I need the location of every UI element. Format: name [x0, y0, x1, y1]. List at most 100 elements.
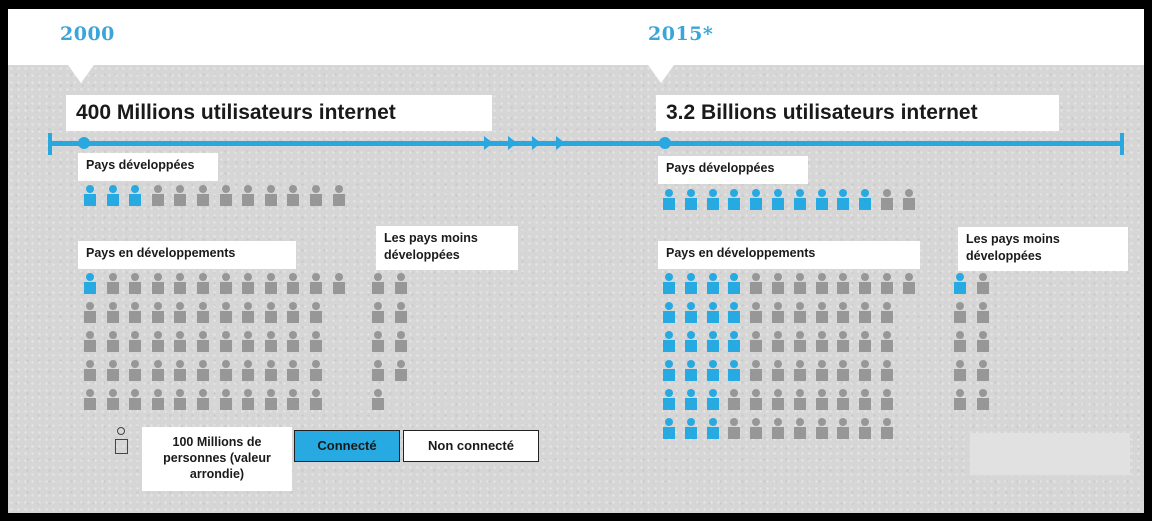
person-icon: [197, 331, 209, 352]
person-icon: [815, 189, 828, 210]
person-icon: [394, 360, 407, 381]
person-icon: [684, 389, 697, 410]
person-icon: [793, 273, 806, 294]
person-icon: [129, 331, 142, 352]
person-icon: [663, 273, 675, 294]
person-icon: [242, 273, 255, 294]
person-icon: [728, 273, 741, 294]
blank-panel: [970, 433, 1130, 475]
person-icon: [815, 360, 828, 381]
person-icon: [174, 389, 187, 410]
person-icon: [859, 273, 872, 294]
person-icon: [750, 389, 763, 410]
person-icon: [174, 360, 187, 381]
person-icon: [242, 302, 255, 323]
person-icon: [151, 185, 164, 206]
person-icon: [793, 331, 806, 352]
person-icon: [793, 389, 806, 410]
person-icon: [310, 185, 322, 206]
person-icon: [859, 302, 872, 323]
person-icon: [219, 389, 232, 410]
person-icon: [684, 302, 697, 323]
person-icon: [772, 389, 784, 410]
person-icon: [242, 331, 255, 352]
person-icon: [750, 189, 763, 210]
person-icon: [706, 418, 719, 439]
person-icon: [772, 189, 784, 210]
person-icon: [706, 389, 719, 410]
person-icon: [793, 360, 806, 381]
person-icon: [881, 360, 893, 381]
person-icon: [287, 331, 300, 352]
person-icon: [84, 389, 96, 410]
person-icon: [706, 331, 719, 352]
person-icon: [881, 273, 893, 294]
person-icon: [264, 389, 277, 410]
person-icon: [772, 418, 784, 439]
person-icon: [84, 331, 96, 352]
timeline-dot-2015: [659, 137, 671, 149]
person-icon: [219, 302, 232, 323]
person-icon: [881, 389, 893, 410]
person-icon: [106, 331, 119, 352]
person-icon: [310, 360, 322, 381]
person-icon: [106, 273, 119, 294]
person-icon: [728, 302, 741, 323]
person-icon: [881, 331, 893, 352]
person-icon: [976, 302, 989, 323]
person-icon: [219, 360, 232, 381]
person-icon: [881, 189, 893, 210]
label-2015-least-developed: Les pays moins développées: [958, 227, 1128, 271]
person-icon: [151, 331, 164, 352]
person-icon: [242, 185, 255, 206]
person-icon: [174, 302, 187, 323]
person-icon: [264, 185, 277, 206]
person-icon: [815, 389, 828, 410]
headline-2015: 3.2 Billions utilisateurs internet: [656, 95, 1059, 131]
year-2015-pointer: [648, 65, 674, 83]
person-icon: [264, 273, 277, 294]
person-icon: [772, 302, 784, 323]
person-icon: [372, 360, 384, 381]
person-icon: [772, 360, 784, 381]
person-icon: [706, 273, 719, 294]
person-icon: [815, 418, 828, 439]
person-icon: [219, 331, 232, 352]
person-icon: [287, 273, 300, 294]
label-2000-developing: Pays en développements: [78, 241, 296, 269]
person-icon: [663, 360, 675, 381]
label-2000-least-developed: Les pays moins développées: [376, 226, 518, 270]
person-icon: [264, 360, 277, 381]
headline-2000: 400 Millions utilisateurs internet: [66, 95, 492, 131]
timeline-dot-2000: [78, 137, 90, 149]
year-2000-pointer: [68, 65, 94, 83]
person-icon: [706, 189, 719, 210]
person-icon: [684, 360, 697, 381]
person-icon: [750, 273, 763, 294]
person-icon: [837, 360, 850, 381]
label-2015-developed: Pays développées: [658, 156, 808, 184]
person-icon: [310, 302, 322, 323]
person-icon: [394, 273, 407, 294]
person-icon: [684, 418, 697, 439]
person-icon: [954, 302, 966, 323]
person-icon: [859, 418, 872, 439]
person-icon: [310, 389, 322, 410]
person-icon: [151, 302, 164, 323]
person-icon: [394, 331, 407, 352]
person-icon: [750, 360, 763, 381]
person-icon: [310, 331, 322, 352]
person-icon: [84, 360, 96, 381]
legend-not-connected: Non connecté: [403, 430, 539, 462]
person-icon: [837, 273, 850, 294]
person-icon: [793, 302, 806, 323]
person-icon: [394, 302, 407, 323]
person-icon: [372, 302, 384, 323]
person-icon: [815, 302, 828, 323]
person-icon: [815, 331, 828, 352]
person-icon: [264, 302, 277, 323]
person-icon: [242, 389, 255, 410]
person-icon: [197, 302, 209, 323]
year-2015-label: 2015*: [648, 23, 714, 45]
person-icon: [174, 185, 187, 206]
